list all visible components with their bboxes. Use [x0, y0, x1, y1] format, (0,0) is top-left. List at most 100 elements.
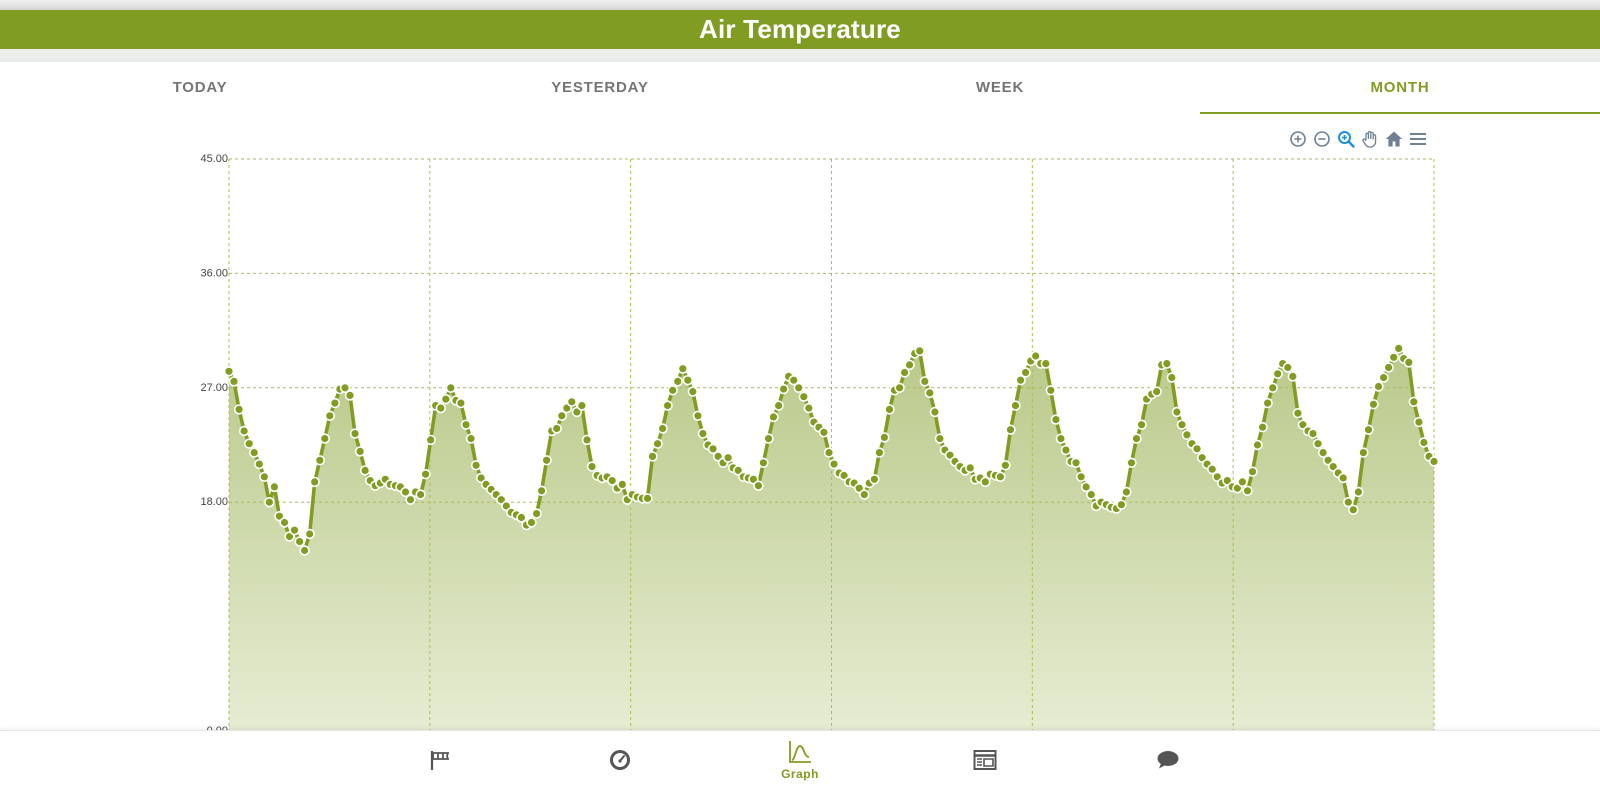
data-point[interactable]: [566, 396, 577, 407]
data-point[interactable]: [894, 382, 905, 393]
data-point[interactable]: [1191, 443, 1203, 454]
data-point[interactable]: [1237, 476, 1248, 488]
data-point[interactable]: [1000, 460, 1011, 471]
nav-table[interactable]: [945, 731, 1025, 789]
data-point[interactable]: [299, 545, 310, 556]
data-point[interactable]: [435, 402, 446, 414]
data-point[interactable]: [1363, 424, 1374, 435]
data-point[interactable]: [1045, 385, 1057, 396]
data-point[interactable]: [869, 474, 880, 485]
data-point[interactable]: [1317, 447, 1329, 458]
data-point[interactable]: [324, 410, 335, 421]
menu-icon[interactable]: [1408, 129, 1428, 149]
data-point[interactable]: [818, 427, 830, 438]
data-point[interactable]: [576, 400, 588, 411]
data-point[interactable]: [541, 455, 552, 466]
data-point[interactable]: [319, 433, 330, 444]
data-point[interactable]: [980, 476, 991, 488]
data-point[interactable]: [1015, 375, 1026, 386]
data-point[interactable]: [677, 363, 688, 374]
data-point[interactable]: [294, 536, 305, 547]
data-point[interactable]: [647, 451, 658, 462]
data-point[interactable]: [1030, 350, 1041, 362]
data-point[interactable]: [768, 411, 779, 423]
data-point[interactable]: [672, 376, 683, 387]
data-point[interactable]: [259, 471, 270, 482]
selection-zoom-icon[interactable]: [1336, 129, 1356, 149]
nav-graph[interactable]: Graph: [760, 731, 840, 789]
data-point[interactable]: [470, 460, 482, 471]
data-point[interactable]: [1181, 429, 1193, 440]
data-point[interactable]: [516, 512, 527, 523]
data-point[interactable]: [1358, 447, 1369, 458]
tab-week[interactable]: WEEK: [975, 78, 1025, 96]
data-point[interactable]: [1171, 406, 1183, 418]
data-point[interactable]: [1312, 438, 1324, 449]
data-point[interactable]: [289, 524, 300, 536]
data-point[interactable]: [964, 462, 976, 474]
data-point[interactable]: [354, 446, 366, 457]
data-point[interactable]: [1126, 457, 1137, 468]
data-point[interactable]: [405, 494, 416, 505]
data-point[interactable]: [279, 517, 290, 528]
data-point[interactable]: [586, 461, 598, 472]
data-point[interactable]: [460, 419, 472, 430]
data-point[interactable]: [1403, 357, 1415, 368]
tab-today[interactable]: TODAY: [172, 78, 228, 96]
data-point[interactable]: [339, 382, 351, 393]
data-point[interactable]: [657, 423, 668, 434]
data-point[interactable]: [682, 375, 693, 386]
data-point[interactable]: [1292, 408, 1304, 419]
data-point[interactable]: [1010, 400, 1021, 411]
data-point[interactable]: [606, 475, 618, 486]
data-point[interactable]: [914, 345, 925, 357]
data-point[interactable]: [420, 469, 431, 480]
nav-gauge[interactable]: [580, 731, 660, 789]
data-point[interactable]: [793, 382, 804, 393]
pan-icon[interactable]: [1360, 129, 1380, 149]
data-point[interactable]: [1166, 372, 1178, 383]
data-point[interactable]: [995, 471, 1006, 482]
data-point[interactable]: [1161, 358, 1173, 369]
data-point[interactable]: [1348, 504, 1359, 515]
data-point[interactable]: [652, 438, 663, 449]
data-point[interactable]: [1060, 444, 1072, 456]
data-point[interactable]: [874, 447, 885, 458]
data-point[interactable]: [687, 386, 698, 397]
data-point[interactable]: [919, 376, 930, 387]
data-point[interactable]: [1307, 428, 1319, 439]
data-point[interactable]: [400, 486, 411, 498]
nav-wind[interactable]: [400, 731, 480, 789]
data-point[interactable]: [1075, 471, 1087, 482]
data-point[interactable]: [884, 404, 895, 415]
data-point[interactable]: [1080, 481, 1092, 493]
data-point[interactable]: [1121, 486, 1132, 498]
data-point[interactable]: [1136, 419, 1147, 430]
data-point[interactable]: [314, 455, 325, 466]
data-point[interactable]: [1262, 397, 1273, 409]
data-point[interactable]: [1428, 456, 1440, 467]
data-point[interactable]: [1005, 424, 1016, 435]
data-point[interactable]: [798, 391, 809, 402]
data-point[interactable]: [1272, 368, 1283, 379]
data-point[interactable]: [465, 433, 477, 444]
data-point[interactable]: [223, 366, 235, 377]
data-point[interactable]: [264, 497, 275, 508]
data-point[interactable]: [617, 479, 628, 490]
data-point[interactable]: [1378, 372, 1389, 383]
data-point[interactable]: [329, 397, 341, 409]
data-point[interactable]: [359, 465, 371, 476]
data-point[interactable]: [859, 489, 870, 500]
data-point[interactable]: [581, 434, 593, 446]
nav-chat[interactable]: [1128, 731, 1208, 789]
data-point[interactable]: [1383, 362, 1394, 373]
data-point[interactable]: [823, 447, 835, 458]
data-point[interactable]: [556, 410, 567, 421]
data-point[interactable]: [803, 402, 814, 414]
data-point[interactable]: [1070, 457, 1082, 468]
data-point[interactable]: [1242, 485, 1253, 496]
data-point[interactable]: [707, 443, 719, 454]
data-point[interactable]: [692, 410, 704, 421]
data-point[interactable]: [1418, 437, 1430, 448]
data-point[interactable]: [758, 457, 769, 468]
